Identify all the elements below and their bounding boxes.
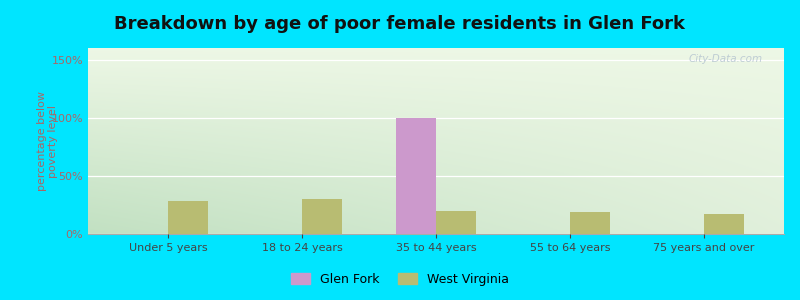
- Bar: [704, 214, 744, 234]
- Bar: [436, 211, 476, 234]
- Bar: [302, 199, 342, 234]
- Text: Breakdown by age of poor female residents in Glen Fork: Breakdown by age of poor female resident…: [114, 15, 686, 33]
- Legend: Glen Fork, West Virginia: Glen Fork, West Virginia: [286, 268, 514, 291]
- Text: City-Data.com: City-Data.com: [689, 54, 763, 64]
- Bar: [570, 212, 610, 234]
- Bar: [168, 202, 209, 234]
- Y-axis label: percentage below
poverty level: percentage below poverty level: [37, 91, 58, 191]
- Bar: [396, 118, 436, 234]
